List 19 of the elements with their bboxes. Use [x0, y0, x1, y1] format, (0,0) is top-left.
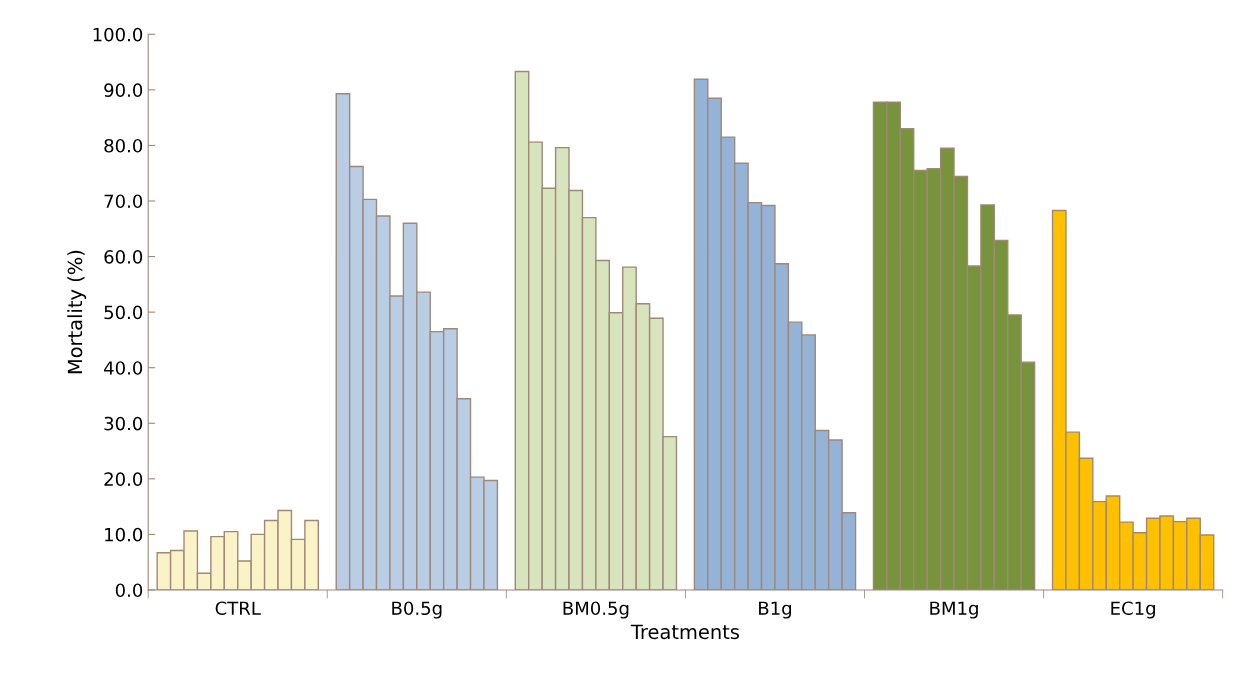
y-tick-label: 90.0: [104, 83, 143, 97]
x-tick-label: EC1g: [1111, 601, 1155, 619]
y-tick-label: 50.0: [104, 305, 143, 320]
x-tick-label: BM1g: [930, 601, 978, 619]
y-tick-label: 40.0: [104, 361, 143, 375]
y-tick-label: 0.0: [115, 583, 143, 598]
y-tick-label: 10.0: [105, 527, 143, 542]
y-tick-label: 80.0: [104, 138, 143, 153]
x-tick-label: BM0.5g: [563, 601, 629, 619]
y-tick-label: 30.0: [104, 416, 143, 431]
y-tick-label: 70.0: [104, 194, 143, 209]
x-tick-label: B1g: [759, 601, 791, 619]
y-tick-label: 60.0: [104, 250, 143, 264]
x-axis-title: Treatments: [630, 624, 739, 640]
y-tick-label: 100.0: [93, 27, 143, 42]
y-tick-label: 20.0: [104, 472, 143, 486]
y-axis-title: Mortality (%): [67, 250, 87, 374]
x-tick-label: B0.5g: [392, 601, 442, 619]
x-tick-label: CTRL: [215, 601, 261, 616]
